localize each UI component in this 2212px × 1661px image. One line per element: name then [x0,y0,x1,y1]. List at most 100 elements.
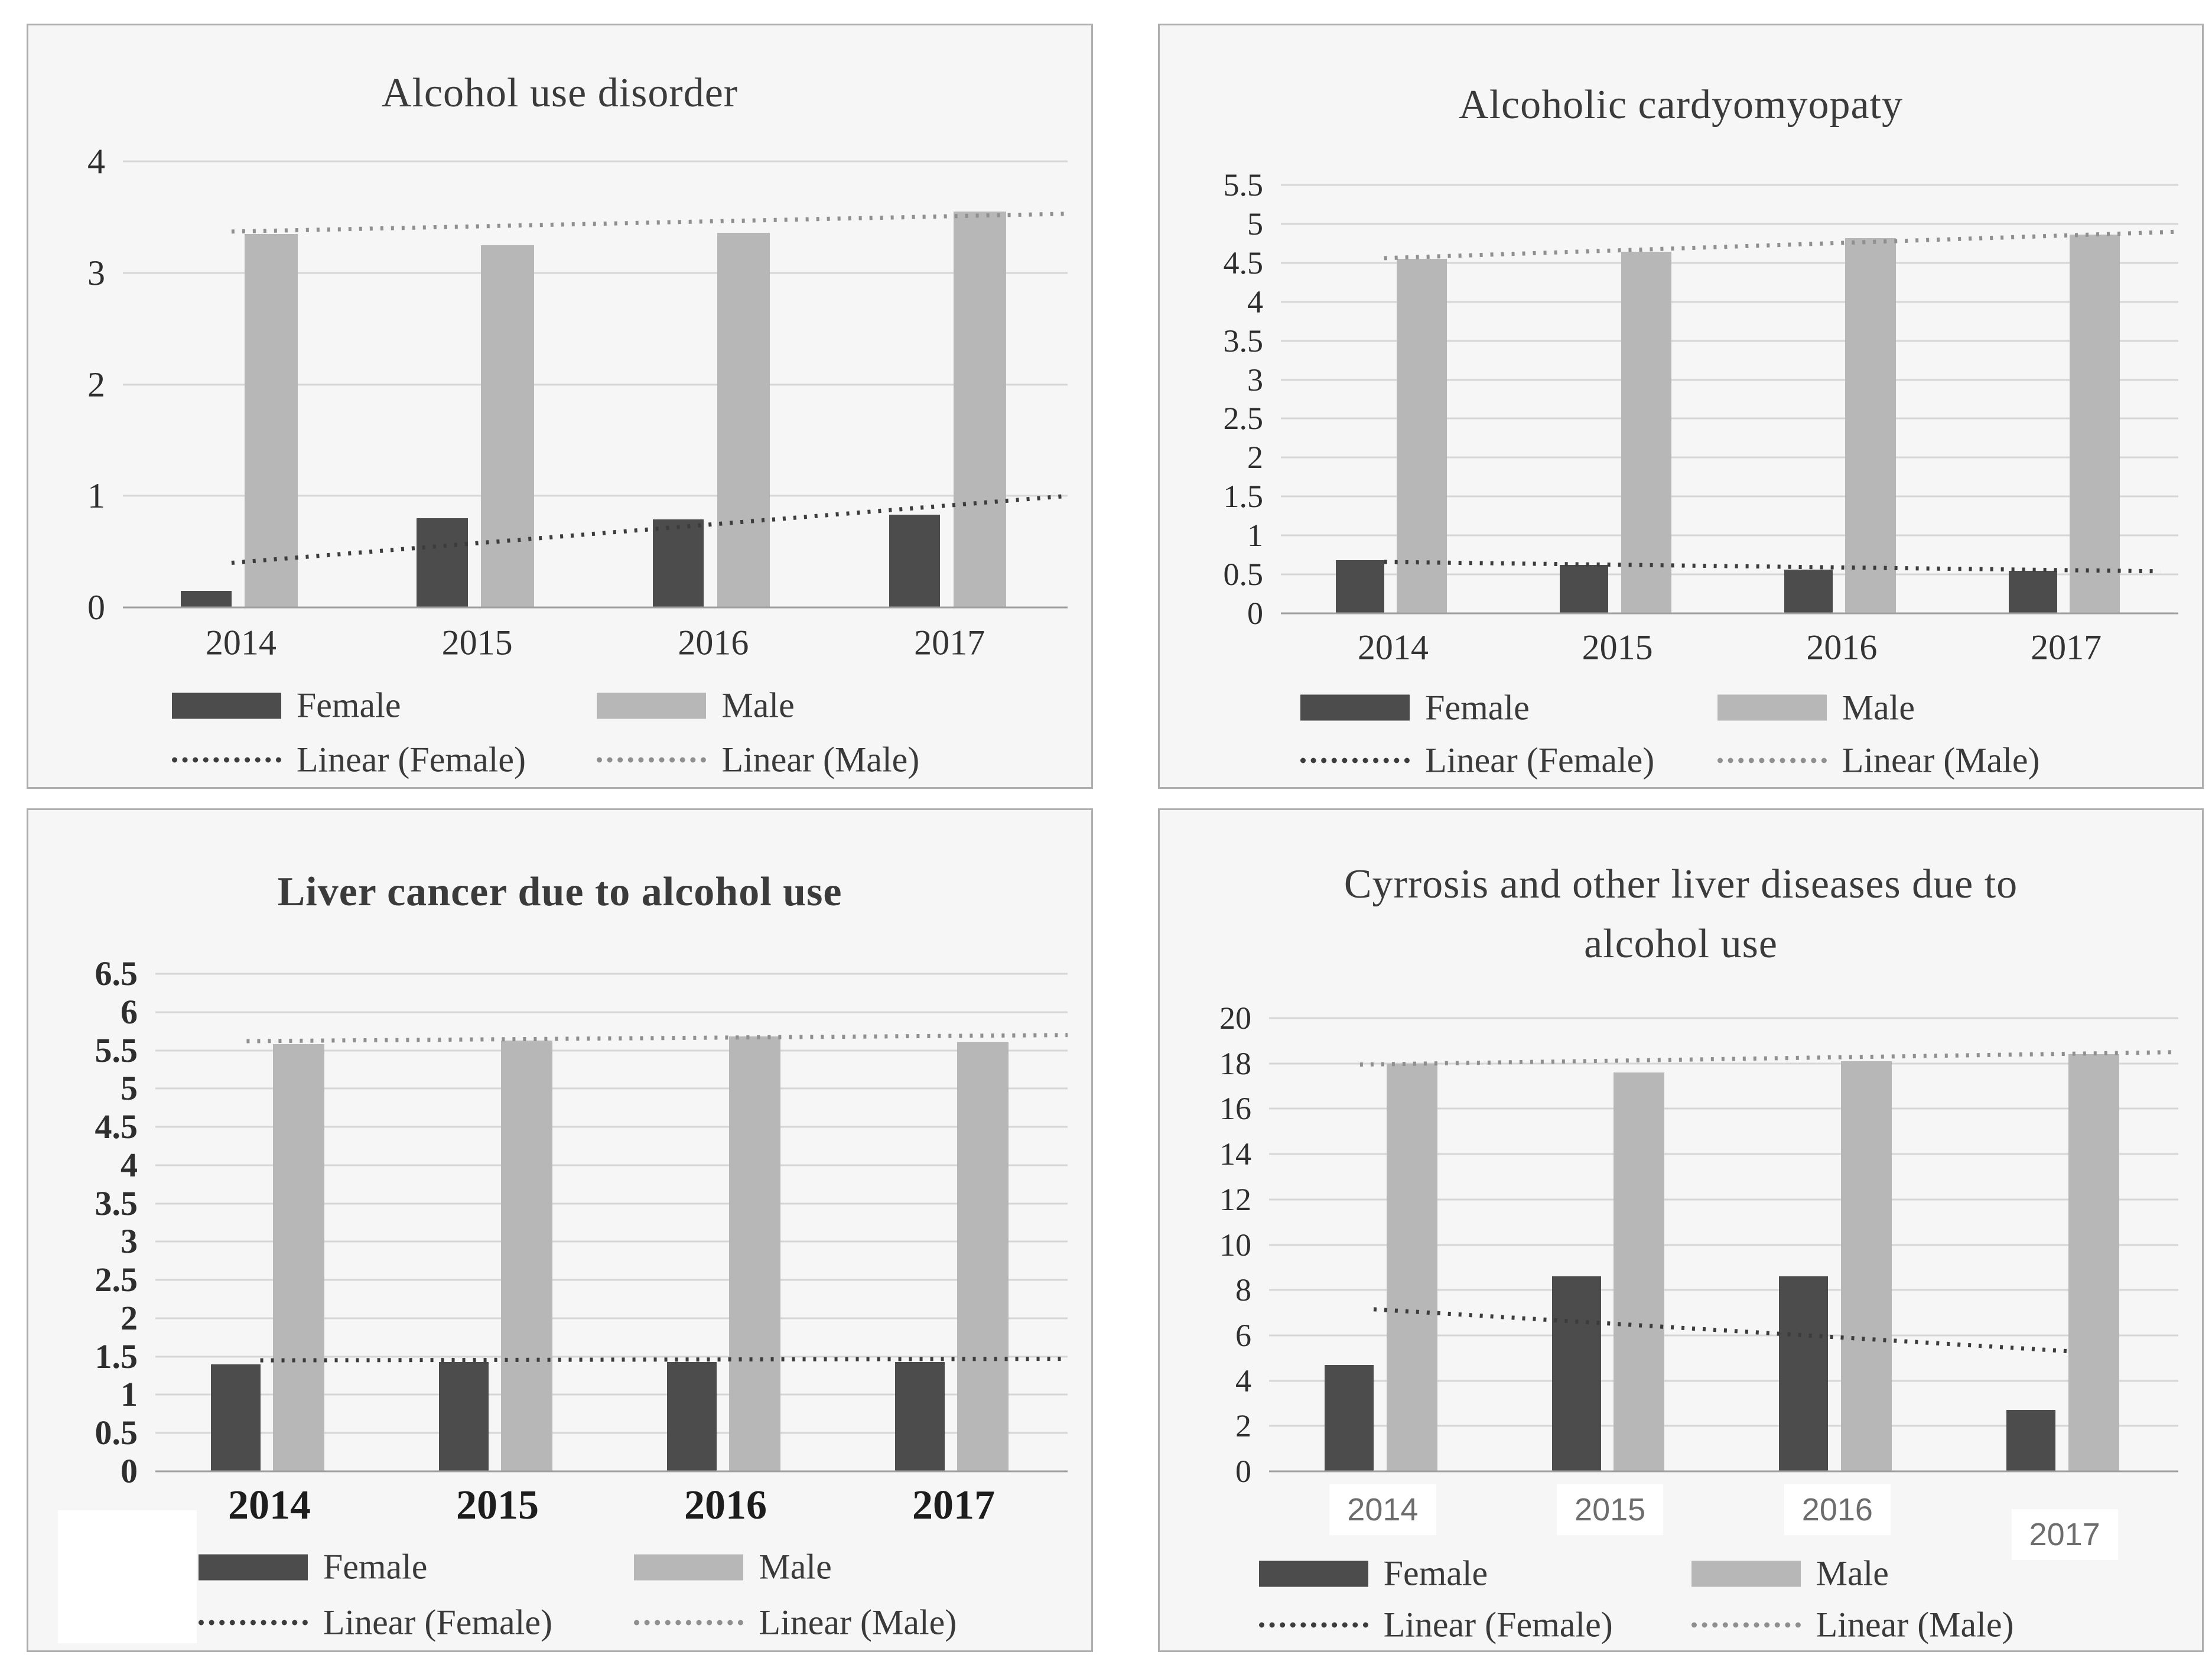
legend-row-series: Female Male [1160,1548,2202,1600]
chart-title-text: Alcohol use disorder [381,70,739,116]
chart-title: Alcoholic cardyomyopaty [1160,25,2202,185]
legend-item-female-linear: Linear (Female) [171,740,526,781]
y-axis-tick-label: 2.5 [95,1260,138,1299]
bar-male-2017 [2070,235,2120,613]
bar-female-2014 [1335,560,1384,613]
x-axis-label: 2014 [1329,1484,1436,1535]
bar-male-2016 [717,232,770,607]
bar-male-2017 [953,211,1007,607]
legend-dotted-line-female-icon [1258,1622,1368,1628]
bar-male-2014 [1396,259,1447,613]
gridline [1281,379,2178,381]
x-axis-label: 2015 [441,623,513,662]
legend-label: Female [296,685,401,725]
gridline [155,1432,1068,1434]
y-axis-tick-label: 3 [121,1222,138,1261]
x-axis-label: 2014 [228,1482,311,1528]
bar-female-2016 [667,1361,717,1471]
bar-female-2017 [895,1361,945,1471]
x-axis-labels: 2014 2015 2016 2017 [1281,613,2178,681]
white-patch-artifact [58,1510,197,1643]
legend-label: Male [721,685,795,725]
gridline [1269,1017,2178,1019]
x-axis-label: 2017 [2011,1509,2118,1560]
chart-title-text: alcohol use [1584,921,1778,967]
bar-male-2015 [1614,1072,1665,1471]
gridline [1281,301,2178,303]
legend-label: Female [1383,1553,1488,1593]
gridline [1269,1107,2178,1110]
gridline [155,1164,1068,1166]
y-axis-tick-label: 1.5 [1223,479,1264,515]
legend-dotted-line-male-icon [597,757,707,763]
trendline-female [1384,560,2161,574]
trendline-female [1373,1307,2070,1354]
y-axis-tick-label: 4 [87,142,105,181]
legend-row-trendlines: Linear (Female) Linear (Male) [28,733,1091,787]
legend-swatch-male-icon [1691,1561,1801,1587]
gridline [155,973,1068,975]
chart-panel-cyrrosis-and-other-liver-diseases: Cyrrosis and other liver diseases due to… [1158,808,2204,1652]
x-axis-label: 2015 [456,1482,539,1528]
legend-label: Male [759,1547,832,1587]
legend-dotted-line-female-icon [171,757,281,763]
gridline [155,1011,1068,1013]
plot-area: 0 0.5 1 1.5 2 2.5 3 3.5 4 4.5 5 5.5 [1224,169,2179,629]
gridline [1281,417,2178,420]
legend-dotted-line-male-icon [1691,1622,1801,1628]
legend-row-series: Female Male [28,1539,1091,1595]
bar-male-2016 [729,1036,780,1471]
y-axis-tick-label: 3 [1247,362,1263,398]
chart-title-text: Liver cancer due to alcohol use [277,869,842,915]
bar-male-2016 [1845,238,1896,613]
gridline [1269,1380,2178,1382]
bar-female-2015 [417,518,468,607]
y-axis-tick-label: 5 [1247,206,1263,242]
y-axis-tick-label: 5.5 [95,1031,138,1070]
gridline [1281,340,2178,342]
y-axis-tick-label: 16 [1219,1091,1251,1127]
y-axis-tick-label: 1 [87,476,105,516]
y-axis-tick-label: 0.5 [1223,557,1264,593]
y-axis-tick-label: 0 [87,588,105,627]
gridline [123,160,1068,162]
gridline [155,1317,1068,1319]
legend-item-female-linear: Linear (Female) [1258,1604,1613,1645]
legend-row-trendlines: Linear (Female) Linear (Male) [1160,734,2202,788]
y-axis-tick-label: 3.5 [95,1184,138,1223]
x-axis-label: 2016 [684,1482,767,1528]
x-axis-line [1281,612,2178,615]
legend-label: Male [1816,1553,1889,1593]
trendline-male [1359,1050,2179,1067]
bar-male-2014 [245,233,298,607]
trendlines-overlay [1359,1050,2179,1354]
y-axis-tick-label: 2.5 [1223,401,1264,437]
y-axis-tick-label: 4 [1235,1363,1251,1399]
gridline [123,495,1068,497]
trendline-male [231,212,1068,234]
chart-title: Cyrrosis and other liver diseases due to… [1160,810,2202,1018]
legend-row-series: Female Male [1160,681,2202,734]
x-axis-line [123,606,1068,609]
gridline [123,272,1068,274]
gridline [1269,1289,2178,1291]
legend-item-female-linear: Linear (Female) [198,1603,552,1643]
gridline [1269,1198,2178,1201]
legend-row-trendlines: Linear (Female) Linear (Male) [28,1595,1091,1650]
legend-dotted-line-male-icon [1717,758,1827,763]
bar-male-2016 [1841,1061,1892,1471]
legend-item-female: Female [198,1547,427,1588]
x-axis-label: 2017 [2031,628,2102,667]
chart-panel-alcoholic-cardyomyopaty: Alcoholic cardyomyopaty 0 0.5 1 1.5 2 2.5 3 3.5 4… [1158,24,2204,789]
legend-item-male: Male [634,1547,832,1588]
x-axis-label: 2014 [205,623,276,662]
gridline [1281,456,2178,459]
x-axis-label: 2014 [1357,628,1429,667]
bar-female-2016 [1779,1276,1829,1471]
gridline [155,1240,1068,1243]
chart-title-text: Cyrrosis and other liver diseases due to [1344,861,2018,907]
bar-male-2017 [957,1042,1009,1471]
trendline-female [231,493,1068,565]
y-axis-tick-label: 10 [1219,1227,1251,1263]
